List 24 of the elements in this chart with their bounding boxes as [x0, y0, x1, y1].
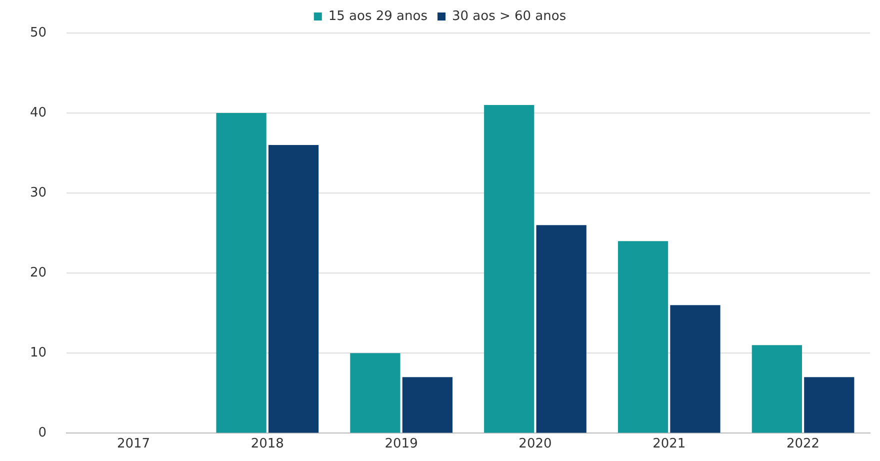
- y-tick-label: 30: [30, 185, 47, 200]
- y-tick-label: 20: [30, 265, 47, 280]
- x-tick-label: 2022: [786, 436, 820, 452]
- legend-label: 15 aos 29 anos: [328, 8, 428, 24]
- x-tick-label: 2017: [116, 436, 150, 452]
- bar: [350, 353, 400, 433]
- x-tick-label: 2021: [652, 436, 686, 452]
- bar: [402, 377, 452, 433]
- y-tick-label: 40: [30, 105, 47, 120]
- bar: [670, 305, 720, 433]
- bar: [804, 377, 854, 433]
- bar: [618, 241, 668, 433]
- y-tick-label: 10: [30, 346, 47, 361]
- x-tick-label: 2019: [384, 436, 418, 452]
- x-tick-label: 2020: [518, 436, 552, 452]
- bar: [268, 145, 319, 433]
- y-tick-label: 0: [38, 426, 47, 441]
- bar: [484, 105, 534, 433]
- legend-label: 30 aos > 60 anos: [452, 8, 566, 24]
- bar: [216, 113, 266, 433]
- bar: [536, 225, 586, 433]
- x-tick-label: 2018: [250, 436, 284, 452]
- bar: [752, 345, 802, 433]
- y-tick-label: 50: [30, 25, 47, 40]
